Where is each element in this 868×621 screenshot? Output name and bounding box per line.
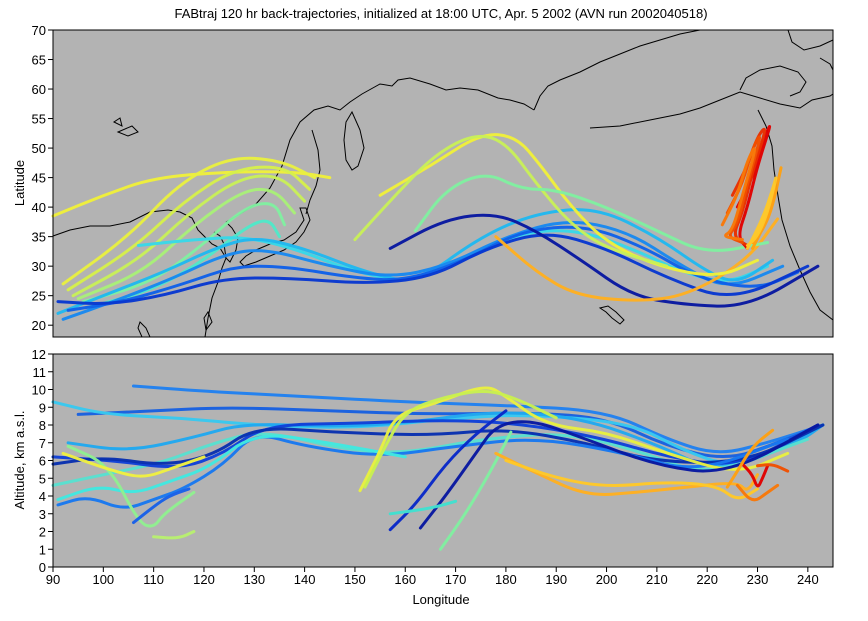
altitude-trajectory-8	[56, 435, 790, 509]
map-y-axis-label: Latitude	[12, 160, 27, 206]
map-panel: 20 25 30 35 40 45 50 55 60 65 70 Latitude	[12, 23, 834, 338]
altitude-x-tick-label: 220	[696, 572, 718, 587]
map-trajectory-12	[56, 233, 810, 305]
map-y-tick-label: 25	[32, 289, 46, 304]
altitude-trajectory-6	[51, 419, 820, 469]
map-plot-area	[53, 30, 833, 337]
altitude-trajectory-7	[51, 423, 825, 466]
altitude-x-tick-label: 120	[193, 572, 215, 587]
altitude-trajectory-21	[504, 459, 759, 500]
chart-title: FABtraj 120 hr back-trajectories, initia…	[174, 6, 707, 21]
altitude-y-axis-label: Altitude, km a.s.l.	[12, 411, 27, 510]
altitude-y-tick-label: 10	[32, 383, 46, 398]
altitude-y-tick-label: 0	[39, 560, 46, 575]
altitude-x-ticks: 90 100 110 120 130 140 150 160 170 180 190 200 210 22…	[46, 567, 819, 587]
map-trajectory-1	[51, 170, 332, 218]
map-y-tick-label: 50	[32, 141, 46, 156]
altitude-y-tick-label: 12	[32, 347, 46, 362]
altitude-trajectory-19	[388, 499, 458, 516]
altitude-y-tick-label: 2	[39, 525, 46, 540]
altitude-y-tick-label: 5	[39, 471, 46, 486]
map-trajectory-6	[81, 202, 286, 304]
map-y-tick-label: 70	[32, 23, 46, 38]
map-trajectory-15	[378, 133, 759, 276]
map-y-tick-label: 60	[32, 82, 46, 97]
altitude-trajectory-9	[56, 434, 407, 502]
map-y-tick-label: 20	[32, 318, 46, 333]
x-axis-label: Longitude	[412, 592, 469, 607]
altitude-x-tick-label: 240	[797, 572, 819, 587]
map-y-tick-label: 55	[32, 112, 46, 127]
altitude-trajectory-5	[51, 432, 810, 487]
map-trajectory-2	[61, 156, 317, 286]
map-trajectory-10	[61, 220, 785, 321]
map-frame	[52, 29, 834, 338]
map-y-tick-label: 65	[32, 53, 46, 68]
altitude-x-tick-label: 230	[747, 572, 769, 587]
altitude-trajectory-16	[418, 420, 820, 530]
map-y-tick-label: 35	[32, 230, 46, 245]
altitude-trajectory-14	[358, 386, 790, 493]
map-trajectory-13	[388, 213, 820, 308]
map-trajectory-23	[746, 176, 778, 250]
altitude-trajectory-11	[152, 530, 196, 540]
altitude-trajectory-12	[61, 451, 206, 478]
altitude-y-tick-label: 1	[39, 542, 46, 557]
altitude-x-tick-label: 210	[646, 572, 668, 587]
altitude-trajectory-13	[132, 487, 191, 525]
altitude-y-tick-label: 11	[33, 365, 47, 380]
map-trajectory-16	[353, 134, 669, 268]
altitude-x-tick-label: 90	[46, 572, 60, 587]
map-trajectories	[51, 125, 820, 321]
altitude-trajectory-17	[388, 409, 508, 532]
map-y-tick-label: 30	[32, 259, 46, 274]
altitude-x-tick-label: 150	[344, 572, 366, 587]
map-trajectory-3	[66, 165, 312, 292]
altitude-y-tick-label: 7	[39, 436, 46, 451]
altitude-x-tick-label: 190	[545, 572, 567, 587]
map-trajectory-4	[71, 174, 307, 298]
map-y-tick-label: 45	[32, 171, 46, 186]
map-trajectory-5	[76, 187, 296, 301]
altitude-y-tick-label: 9	[39, 400, 46, 415]
altitude-x-tick-label: 130	[243, 572, 265, 587]
map-y-tick-label: 40	[32, 200, 46, 215]
map-trajectory-22	[751, 166, 783, 250]
altitude-x-tick-label: 160	[394, 572, 416, 587]
altitude-y-tick-label: 8	[39, 418, 46, 433]
altitude-y-tick-label: 6	[39, 454, 46, 469]
altitude-trajectory-22	[740, 462, 770, 488]
altitude-trajectory-24	[735, 483, 780, 502]
altitude-y-tick-label: 3	[39, 507, 46, 522]
map-y-ticks: 20 25 30 35 40 45 50 55 60 65 70	[32, 23, 53, 333]
altitude-trajectory-20	[494, 451, 759, 496]
map-trajectory-21	[720, 147, 756, 242]
altitude-x-tick-label: 200	[596, 572, 618, 587]
map-trajectory-17	[413, 174, 770, 252]
altitude-trajectories	[51, 384, 825, 551]
altitude-trajectory-15	[363, 390, 558, 489]
map-trajectory-11	[66, 225, 800, 312]
altitude-trajectory-10	[66, 444, 196, 528]
altitude-trajectory-18	[439, 430, 513, 551]
altitude-x-tick-label: 110	[143, 572, 164, 587]
altitude-trajectory-25	[725, 428, 775, 489]
altitude-trajectory-23	[756, 463, 790, 473]
altitude-x-tick-label: 180	[495, 572, 517, 587]
altitude-y-tick-label: 4	[39, 489, 46, 504]
altitude-x-tick-label: 140	[294, 572, 316, 587]
altitude-x-tick-label: 170	[445, 572, 467, 587]
altitude-x-tick-label: 100	[92, 572, 114, 587]
altitude-trajectory-1	[132, 384, 825, 454]
